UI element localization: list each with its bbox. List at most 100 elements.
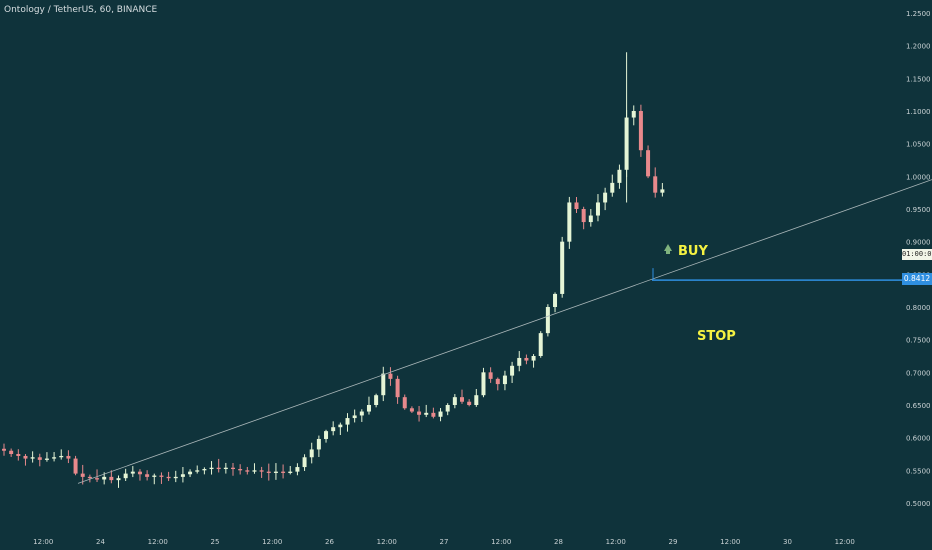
candle-body: [87, 476, 92, 479]
candle-body: [238, 469, 243, 471]
candle-body: [445, 405, 450, 412]
candle-body: [560, 241, 565, 294]
x-tick-label: 12:00: [835, 538, 855, 546]
candle-body: [359, 411, 364, 416]
candle-body: [223, 467, 228, 470]
x-tick-label: 12:00: [720, 538, 740, 546]
candle-body: [388, 373, 393, 379]
candle-body: [452, 397, 457, 405]
candle-body: [638, 111, 643, 151]
candle-body: [259, 470, 264, 472]
candle-body: [531, 356, 536, 361]
candle-body: [59, 455, 64, 458]
candle-body: [9, 450, 14, 454]
candle-body: [130, 471, 135, 474]
candle-body: [617, 169, 622, 183]
candle-body: [345, 418, 350, 425]
y-tick-label: 0.5500: [906, 467, 931, 475]
candle-body: [16, 454, 21, 456]
y-tick-label: 0.7000: [906, 369, 931, 377]
candle-body: [595, 202, 600, 216]
candle-body: [588, 215, 593, 223]
x-tick-label: 12:00: [491, 538, 511, 546]
x-tick-label: 12:00: [33, 538, 53, 546]
candle-body: [603, 192, 608, 203]
candle-body: [574, 202, 579, 209]
candle-body: [324, 431, 329, 439]
x-tick-label: 29: [669, 538, 678, 546]
candle-body: [366, 405, 371, 412]
y-tick-label: 0.5000: [906, 500, 931, 508]
stop-label: STOP: [697, 329, 736, 344]
candle-body: [316, 438, 321, 450]
candle-body: [231, 467, 235, 470]
candle-body: [173, 476, 178, 479]
stop-line-layer: [652, 268, 902, 281]
candle-body: [417, 411, 422, 415]
candle-body: [524, 357, 529, 361]
y-tick-label: 1.1500: [906, 75, 931, 83]
candle-body: [660, 189, 665, 193]
candle-body: [52, 457, 57, 459]
x-tick-label: 25: [211, 538, 220, 546]
countdown-tag: 01:00:00: [902, 249, 932, 260]
x-axis: 12:00 24 12:00 25 12:00 26 12:00 27 12:00 28 12:00…: [33, 538, 855, 546]
candle-body: [281, 471, 286, 473]
candle-body: [109, 476, 114, 481]
x-tick-label: 30: [783, 538, 792, 546]
candle-body: [646, 150, 651, 177]
candle-body: [302, 457, 307, 468]
trendline[interactable]: [77, 179, 932, 484]
symbol-header: Ontology / TetherUS, 60, BINANCE: [4, 5, 158, 15]
candle-body: [102, 476, 107, 480]
candle-body: [44, 458, 49, 460]
candle-body: [517, 357, 522, 366]
candle-body: [216, 467, 221, 470]
candle-body: [431, 412, 436, 417]
candle-body: [152, 475, 157, 477]
x-tick-label: 12:00: [606, 538, 626, 546]
y-tick-label: 1.2000: [906, 43, 931, 51]
y-tick-label: 0.8000: [906, 304, 931, 312]
candle-body: [30, 457, 35, 459]
candle-body: [338, 424, 343, 428]
candle-body: [395, 378, 400, 398]
x-tick-label: 12:00: [148, 538, 168, 546]
x-tick-label: 12:00: [262, 538, 282, 546]
candle-body: [2, 448, 6, 451]
candle-body: [510, 365, 515, 376]
candle-body: [495, 378, 500, 385]
arrow-up-icon: [664, 244, 672, 251]
candle-body: [331, 427, 336, 432]
y-tick-label: 0.7500: [906, 337, 931, 345]
candle-body: [545, 307, 550, 334]
candle-body: [631, 111, 636, 118]
candle-body: [488, 372, 493, 379]
candle-body: [295, 467, 300, 472]
candle-body: [502, 375, 507, 385]
candle-body: [273, 471, 278, 473]
y-tick-label: 0.9500: [906, 206, 931, 214]
candles-layer: [2, 52, 665, 488]
candle-body: [137, 471, 142, 475]
candle-body: [209, 467, 214, 470]
candle-body: [288, 471, 293, 473]
candle-body: [460, 397, 464, 402]
y-tick-label: 1.0000: [906, 173, 931, 181]
candle-body: [567, 202, 572, 242]
candle-body: [581, 209, 586, 223]
y-tick-label: 1.2500: [906, 10, 931, 18]
candle-body: [538, 333, 543, 356]
candle-body: [438, 411, 443, 417]
x-tick-label: 28: [554, 538, 563, 546]
candle-body: [180, 474, 185, 477]
y-tick-label: 1.1000: [906, 108, 931, 116]
x-tick-label: 27: [440, 538, 449, 546]
candle-body: [202, 469, 207, 471]
candle-body: [610, 182, 615, 193]
candle-body: [195, 470, 200, 472]
candle-body: [66, 455, 71, 459]
candle-body: [467, 401, 472, 405]
